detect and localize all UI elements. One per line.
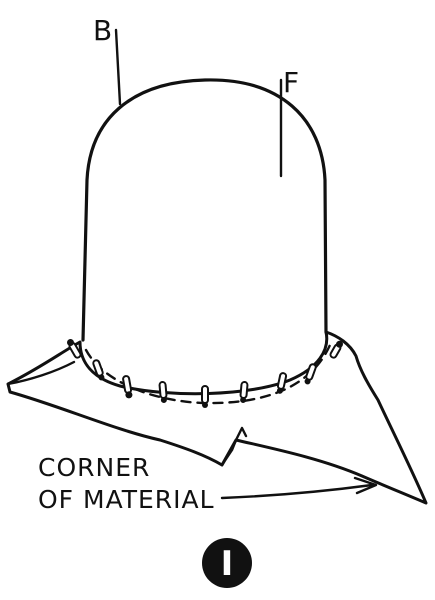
dome-outline [81, 78, 328, 342]
caption-arrow [220, 483, 374, 500]
caption-line-2: OF MATERIAL [38, 485, 215, 514]
material-left-fold [6, 360, 76, 386]
caption-arrowhead [353, 476, 378, 495]
pins [67, 338, 343, 408]
pin [276, 372, 288, 394]
pin [329, 340, 343, 359]
label-front: F [283, 66, 299, 99]
pin [92, 359, 105, 381]
label-back: B [93, 14, 112, 47]
pin [239, 381, 249, 403]
pin [122, 375, 133, 399]
figure-number: I [221, 544, 234, 584]
caption-line-1: CORNER [38, 453, 150, 482]
figure-number-badge: I [202, 538, 252, 588]
material-cloth [6, 330, 428, 505]
pin [201, 385, 209, 408]
label-back-leader [114, 28, 122, 106]
pin [67, 338, 82, 359]
pin [158, 381, 168, 403]
pin [304, 363, 317, 385]
material-notch [220, 426, 248, 467]
